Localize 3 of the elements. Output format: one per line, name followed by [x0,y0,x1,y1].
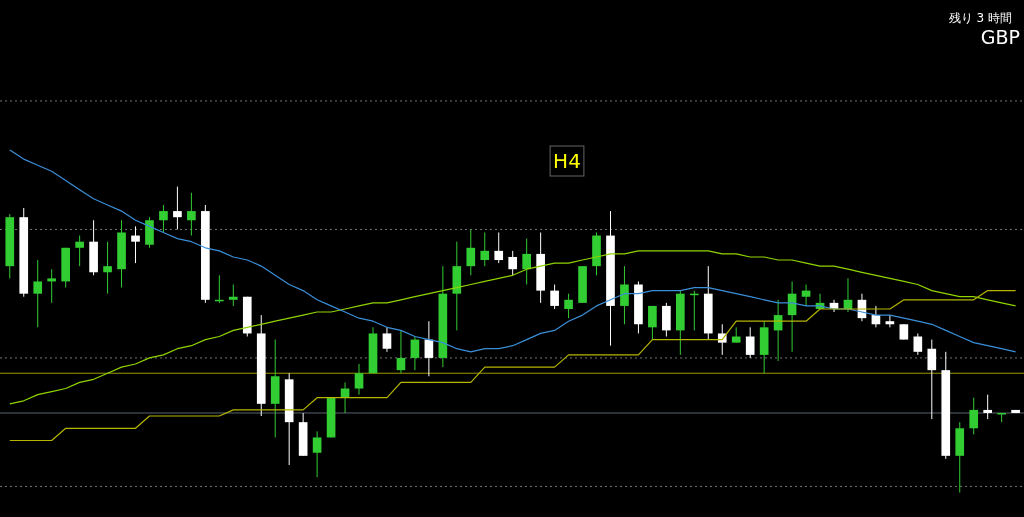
annotation: GBP [980,26,1020,48]
annotation: 残り 3 時間 [948,11,1012,25]
annotation: H4 [553,149,581,173]
